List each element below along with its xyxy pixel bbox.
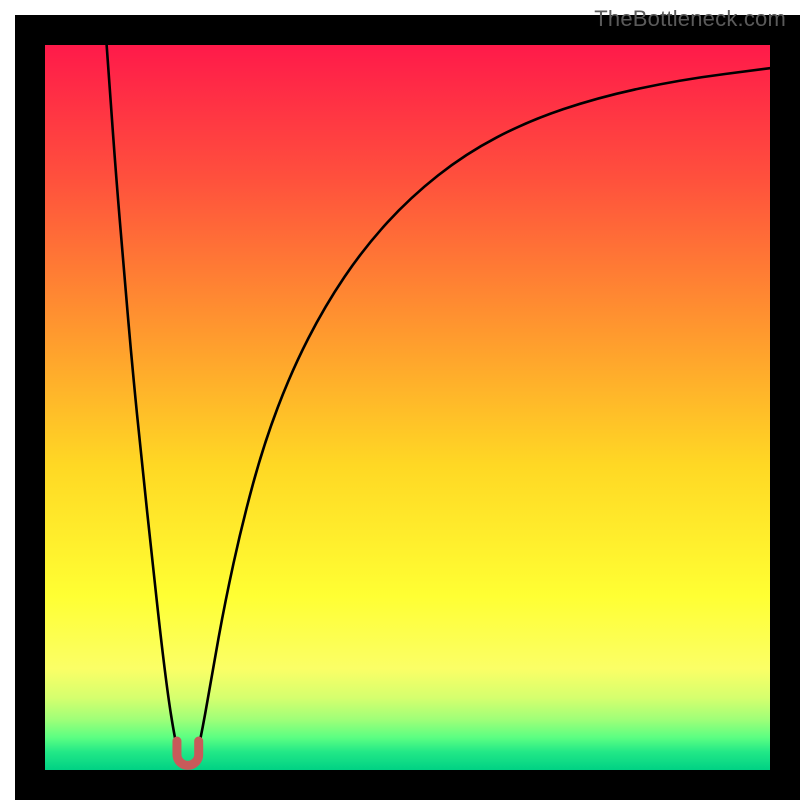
chart-container: TheBottleneck.com (0, 0, 800, 800)
bottleneck-chart (0, 0, 800, 800)
watermark-text: TheBottleneck.com (594, 6, 786, 32)
plot-background (45, 45, 770, 770)
